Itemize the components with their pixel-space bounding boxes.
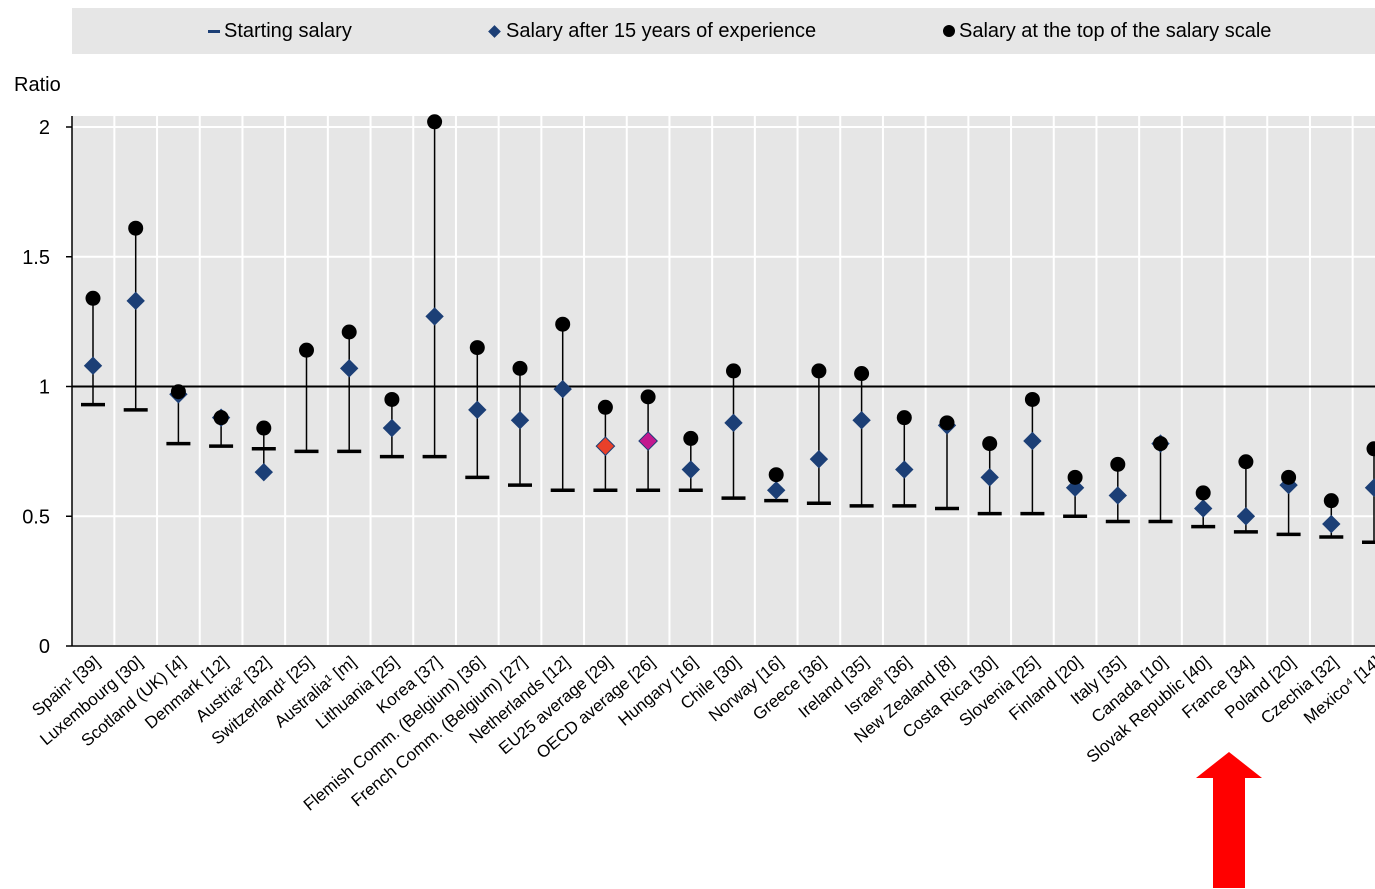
top-salary-dot: [1067, 469, 1083, 485]
top-salary-dot: [299, 342, 314, 358]
after15-diamond: [1236, 507, 1256, 526]
after15-diamond: [638, 431, 658, 451]
top-salary-dot: [939, 415, 955, 431]
after15-diamond: [468, 400, 487, 420]
top-salary-dot: [1110, 456, 1126, 472]
top-salary-dot: [768, 467, 784, 483]
after15-diamond: [553, 379, 572, 399]
top-salary-dot: [726, 363, 741, 379]
after15-diamond: [425, 307, 444, 326]
top-salary-dot: [1366, 441, 1375, 457]
top-salary-dot: [1323, 493, 1339, 509]
after15-diamond: [595, 436, 616, 457]
y-tick-label: 0.5: [22, 506, 50, 528]
legend-label-after15: Salary after 15 years of experience: [506, 19, 817, 42]
top-salary-dot: [1024, 391, 1040, 407]
after15-diamond: [852, 411, 871, 430]
after15-diamond: [980, 468, 999, 487]
after15-diamond: [510, 411, 530, 430]
top-salary-dot: [982, 436, 998, 452]
top-salary-dot: [1281, 469, 1297, 485]
legend-item-top: Salary at the top of the salary scale: [943, 8, 1271, 54]
top-salary-dot: [170, 384, 186, 400]
y-tick-label: 1: [39, 377, 50, 399]
after15-diamond: [809, 449, 829, 469]
dot-icon: [943, 25, 955, 37]
after15-diamond: [1023, 431, 1042, 451]
after15-diamond: [126, 291, 145, 311]
top-salary-dot: [427, 114, 443, 130]
top-salary-dot: [213, 410, 229, 426]
red-arrow-icon: [1196, 752, 1262, 888]
legend: Starting salary Salary after 15 years of…: [72, 8, 1375, 54]
top-salary-dot: [854, 366, 870, 382]
top-salary-dot: [555, 316, 571, 332]
dash-icon: [208, 29, 220, 33]
top-salary-dot: [469, 340, 485, 356]
after15-diamond: [340, 359, 359, 378]
after15-diamond: [83, 356, 103, 375]
top-salary-dot: [597, 399, 613, 415]
top-salary-dot: [640, 389, 656, 405]
legend-label-top: Salary at the top of the salary scale: [959, 19, 1272, 42]
top-salary-dot: [512, 360, 528, 376]
legend-item-starting: Starting salary: [208, 8, 352, 54]
after15-diamond: [1364, 478, 1375, 497]
legend-item-after15: Salary after 15 years of experience: [488, 8, 816, 54]
after15-diamond: [681, 460, 700, 479]
top-salary-dot: [896, 410, 912, 426]
top-salary-dot: [1195, 485, 1211, 501]
legend-label-starting: Starting salary: [224, 19, 352, 42]
after15-diamond: [1322, 514, 1341, 534]
after15-diamond: [895, 460, 914, 479]
top-salary-dot: [384, 391, 400, 407]
top-salary-dot: [683, 430, 699, 446]
top-salary-dot: [256, 420, 272, 436]
after15-diamond: [1108, 486, 1127, 505]
after15-diamond: [724, 413, 743, 433]
top-salary-dot: [1238, 454, 1254, 470]
after15-diamond: [767, 481, 786, 500]
top-salary-dot: [1153, 436, 1168, 452]
after15-diamond: [382, 418, 402, 438]
top-salary-dot: [85, 290, 101, 306]
top-salary-dot: [811, 363, 827, 379]
top-salary-dot: [341, 324, 357, 340]
after15-diamond: [254, 462, 273, 482]
top-salary-dot: [128, 220, 144, 236]
y-tick-label: 1.5: [22, 247, 50, 269]
y-axis-title: Ratio: [14, 74, 61, 96]
y-tick-label: 2: [39, 117, 50, 139]
plot-area: [72, 116, 1375, 646]
y-tick-label: 0: [39, 636, 50, 658]
